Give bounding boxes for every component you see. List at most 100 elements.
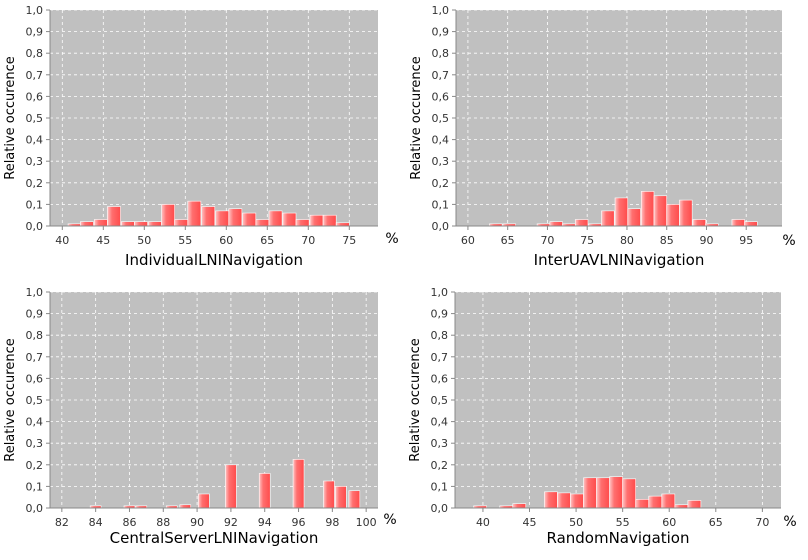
y-tick-label: 0,0 (431, 502, 449, 515)
bar (292, 459, 305, 509)
x-tick-label: 70 (301, 234, 315, 247)
y-tick-label: 0,1 (431, 480, 449, 493)
y-tick-label: 0,2 (26, 459, 44, 472)
bar (242, 212, 257, 227)
y-tick-label: 0,7 (431, 351, 449, 364)
bar (322, 214, 337, 227)
y-tick-label: 1,0 (26, 286, 44, 299)
bar (640, 191, 655, 227)
y-tick-label: 0,9 (26, 308, 44, 321)
x-tick-label: 70 (540, 234, 554, 247)
bar (148, 221, 162, 227)
bar (601, 210, 615, 227)
x-tick-label: 84 (89, 516, 103, 529)
y-tick-label: 0,8 (26, 329, 44, 342)
x-tick-label: 90 (190, 516, 204, 529)
y-tick-label: 0,0 (26, 220, 44, 233)
bar (187, 200, 202, 227)
x-tick-label: 65 (709, 516, 723, 529)
x-tick-label: 50 (137, 234, 151, 247)
x-tick-label: 60 (461, 234, 475, 247)
y-axis-label: Relative occurence (3, 338, 18, 462)
bar (93, 219, 108, 227)
y-axis-label: Relative occurence (408, 338, 423, 462)
bar (648, 495, 663, 509)
chart-panel-3: 0,0 0,1 0,2 0,3 0,4 0,5 0,6 0,7 0,8 0,9 1,0 82 84 86 8… (3, 286, 397, 547)
x-tick-label: 80 (620, 234, 634, 247)
y-tick-label: 0,5 (431, 394, 449, 407)
y-tick-label: 0,4 (26, 134, 44, 147)
x-tick-label: 85 (660, 234, 674, 247)
x-tick-label: 40 (55, 234, 69, 247)
y-tick-label: 0,8 (432, 47, 450, 60)
bar (627, 208, 641, 227)
bar (622, 478, 636, 509)
y-tick-label: 0,7 (26, 69, 44, 82)
y-tick-label: 0,6 (432, 90, 450, 103)
bar (549, 221, 563, 227)
y-tick-label: 0,9 (432, 26, 450, 39)
x-unit-label: % (783, 514, 796, 530)
y-tick-label: 0,7 (432, 69, 450, 82)
chart-panel-4: 0,0 0,1 0,2 0,3 0,4 0,5 0,6 0,7 0,8 0,9 1,0 40 45 50 5… (408, 286, 797, 547)
bar (609, 476, 623, 509)
y-tick-label: 0,6 (431, 372, 449, 385)
bar (282, 212, 297, 227)
x-tick-label: 50 (569, 516, 583, 529)
y-tick-label: 0,4 (26, 416, 44, 429)
chart-panel-1: 0,0 0,1 0,2 0,3 0,4 0,5 0,6 0,7 0,8 0,9 1,0 40 45 50 5… (3, 4, 399, 269)
y-tick-label: 0,9 (26, 26, 44, 39)
bar (201, 206, 216, 227)
bar (323, 480, 335, 509)
y-tick-label: 0,7 (26, 351, 44, 364)
y-tick-label: 1,0 (432, 4, 450, 17)
x-tick-label: 60 (662, 516, 676, 529)
x-axis-label: CentralServerLNINavigation (110, 529, 319, 547)
y-tick-label: 0,8 (26, 47, 44, 60)
x-unit-label: % (385, 231, 398, 247)
x-axis-label: RandomNavigation (546, 529, 689, 547)
x-tick-label: 45 (96, 234, 110, 247)
bar (583, 477, 597, 509)
bar (557, 492, 571, 509)
bar (692, 219, 706, 227)
y-tick-label: 0,0 (432, 220, 450, 233)
y-tick-label: 0,2 (432, 177, 450, 190)
x-tick-label: 96 (292, 516, 306, 529)
y-tick-label: 0,5 (26, 112, 44, 125)
bar (666, 204, 680, 227)
bar (309, 214, 324, 227)
bar (574, 219, 589, 227)
x-tick-label: 86 (122, 516, 136, 529)
bar (570, 493, 584, 509)
x-tick-label: 75 (342, 234, 356, 247)
bar (512, 503, 527, 509)
bar (679, 199, 693, 227)
bar (661, 493, 676, 509)
y-tick-label: 0,4 (432, 134, 450, 147)
y-tick-label: 1,0 (431, 286, 449, 299)
bar (228, 208, 243, 227)
bar (653, 195, 668, 227)
chart-panel-2: 0,0 0,1 0,2 0,3 0,4 0,5 0,6 0,7 0,8 0,9 1,0 60 65 70 7… (409, 4, 796, 269)
y-tick-label: 1,0 (26, 4, 44, 17)
bar (107, 206, 121, 227)
bar (295, 219, 310, 227)
bar (335, 486, 347, 509)
x-tick-label: 90 (699, 234, 713, 247)
x-tick-label: 70 (755, 516, 769, 529)
bar (258, 473, 271, 509)
bar (348, 490, 361, 509)
x-tick-label: 55 (178, 234, 192, 247)
y-tick-label: 0,0 (26, 502, 44, 515)
y-tick-label: 0,5 (26, 394, 44, 407)
bar (161, 204, 175, 227)
bar (225, 464, 237, 509)
bar (198, 493, 210, 509)
bar (255, 219, 270, 227)
x-tick-label: 65 (260, 234, 274, 247)
y-tick-label: 0,5 (432, 112, 450, 125)
x-axis-label: InterUAVLNINavigation (534, 251, 705, 269)
y-tick-label: 0,1 (26, 198, 44, 211)
